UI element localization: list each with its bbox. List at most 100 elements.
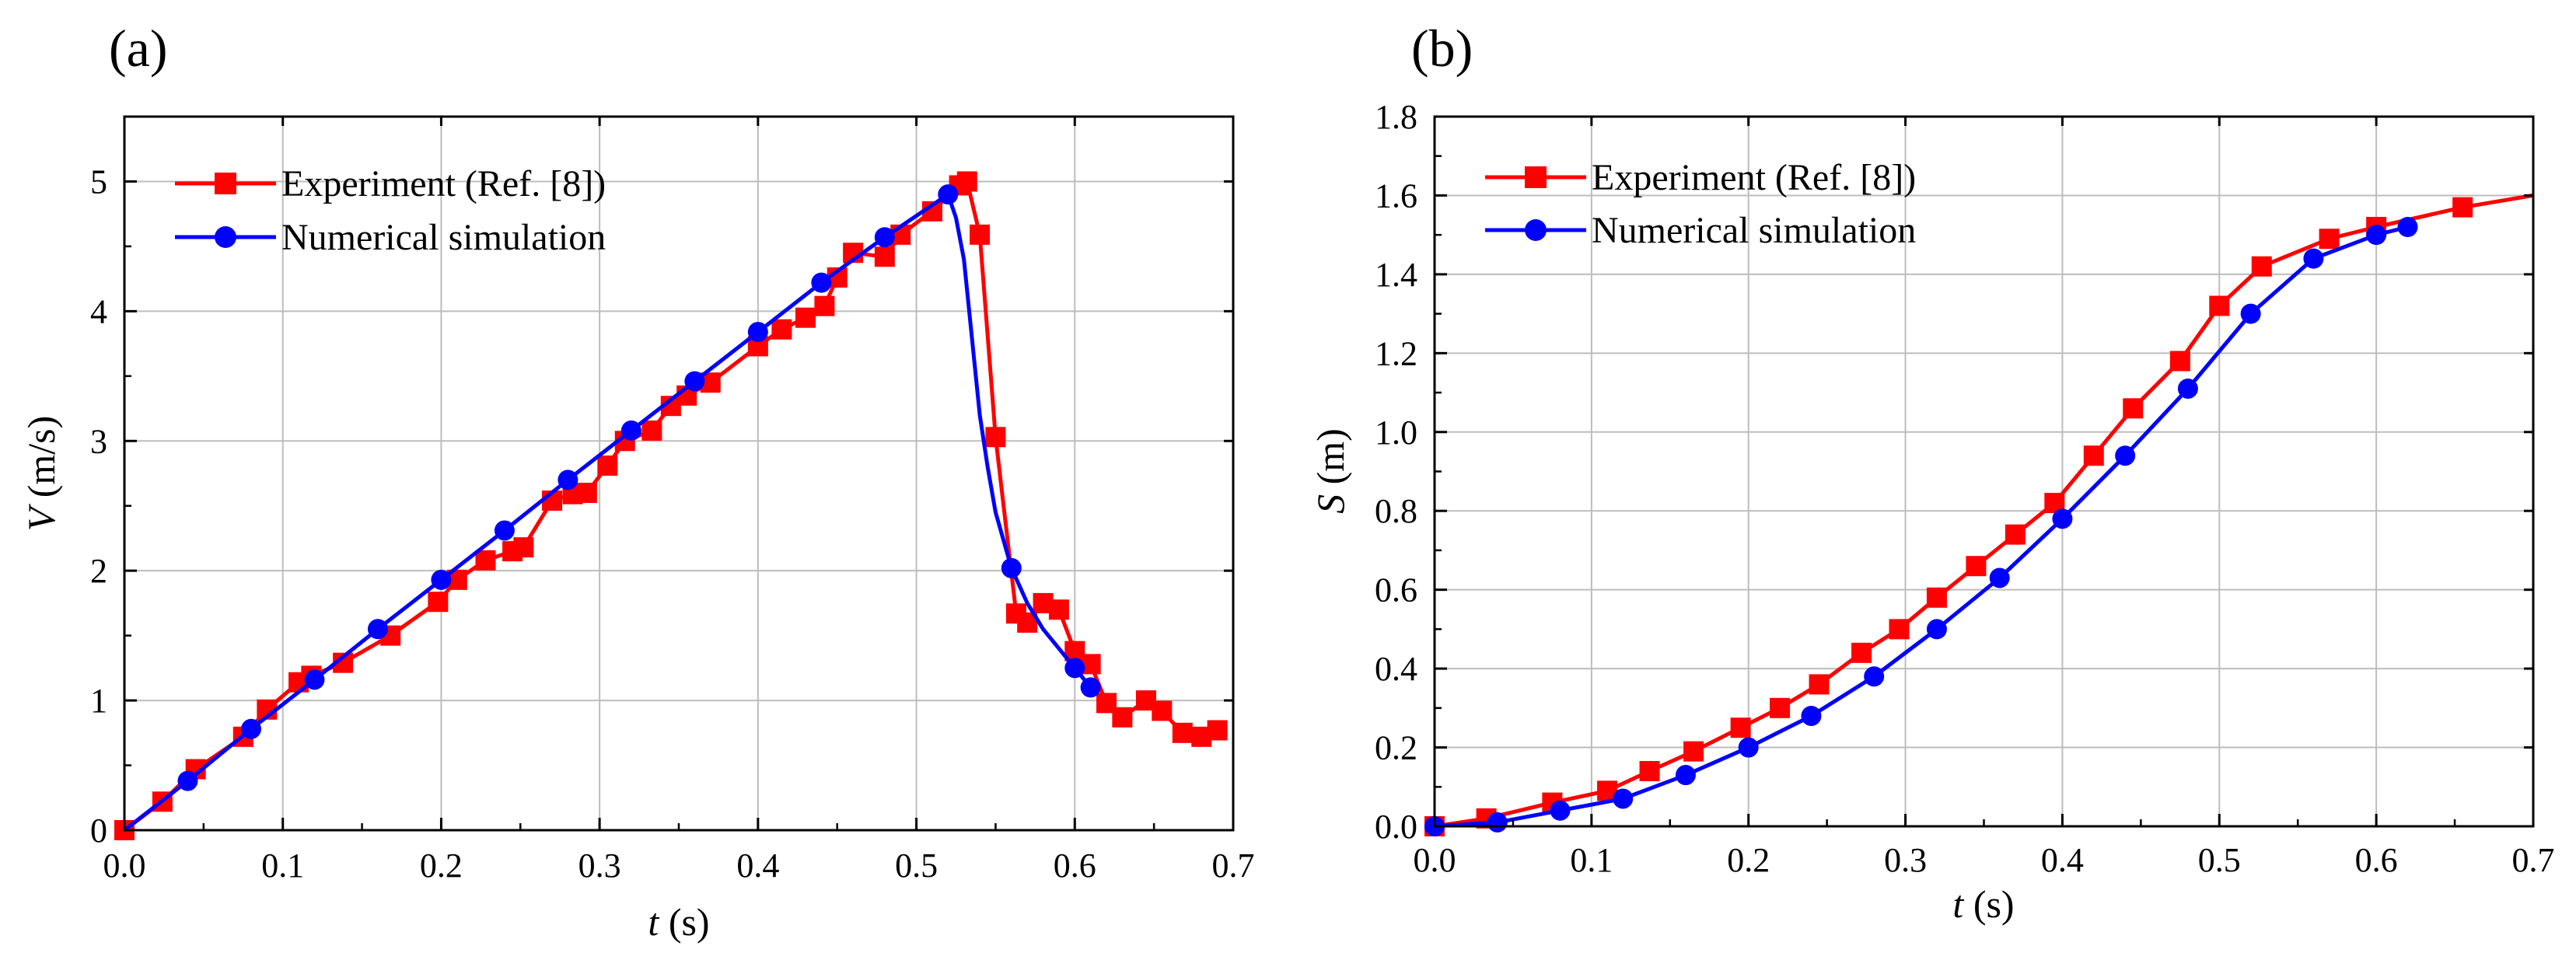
panel-a-experiment-marker [1112,707,1133,728]
panel-b-experiment-marker [2169,351,2190,372]
panel-b-experiment-marker [1770,697,1791,718]
panel-a-y-tick-label: 2 [90,552,107,590]
panel-b-simulation-marker [1738,737,1759,758]
panel-a-x-var: t [648,900,659,944]
panel-b-simulation-marker [2052,508,2073,529]
panel-a-simulation-marker [1001,557,1022,578]
panel-b-y-tick-label: 0.6 [1375,571,1417,609]
panel-a: (a) 0.0 0.1 0.2 0.3 0.4 0.5 0.6 0.7 0 1 2 3 4 5 V (m/… [19,19,1255,944]
panel-a-simulation-marker [684,371,705,392]
panel-a-experiment-marker [771,319,792,340]
panel-b-y-tick-label: 0.2 [1375,729,1417,767]
panel-a-legend-experiment-marker [215,173,236,194]
panel-a-experiment-marker [513,537,534,558]
panel-a-x-tick-label: 0.4 [736,847,779,885]
panel-b-legend-experiment-label: Experiment (Ref. [8]) [1592,157,1916,198]
panel-b-experiment-marker [2319,229,2340,250]
panel-a-x-tick-label: 0.2 [420,847,463,885]
panel-b-experiment-marker [1889,619,1910,640]
panel-a-experiment-line [123,180,1218,832]
panel-b-y-unit: (m) [1309,428,1352,494]
panel-a-y-tick-label: 5 [90,162,107,201]
panel-a-simulation-marker [240,718,261,739]
panel-b-simulation-marker [2177,378,2198,399]
panel-a-x-tick-label: 0.6 [1054,847,1096,885]
panel-a-x-tick-label: 0.5 [895,847,938,885]
panel-b-simulation-marker [2397,217,2418,238]
panel-b-x-tick-label: 0.0 [1414,841,1456,879]
panel-b-experiment-marker [1926,587,1947,608]
panel-b-y-tick-label: 0.8 [1375,492,1417,530]
panel-b-simulation-marker [2366,225,2387,246]
panel-b-experiment-marker [1730,717,1751,738]
panel-a-y-tick-label: 4 [90,292,107,330]
panel-b-experiment-marker [2251,256,2272,277]
panel-b-x-tick-label: 0.5 [2198,841,2241,879]
panel-a-legend-experiment-label: Experiment (Ref. [8]) [281,163,606,204]
panel-a-experiment-marker [970,224,991,245]
panel-a-experiment-marker [985,427,1006,448]
panel-a-simulation-marker [494,520,515,541]
panel-b-x-tick-label: 0.1 [1570,841,1613,879]
panel-b-x-unit: (s) [1963,882,2014,926]
panel-a-simulation-marker [1080,677,1101,698]
panel-a-simulation-marker [1064,658,1085,679]
panel-b-x-axis-label: t (s) [1952,882,2014,926]
panel-b-x-tick-label: 0.2 [1727,841,1770,879]
panel-a-y-tick-label: 3 [90,422,107,460]
panel-b-simulation-marker [1864,666,1885,687]
panel-a-x-unit: (s) [659,900,709,944]
panel-a-experiment-marker [597,455,618,476]
panel-b-experiment-marker [1809,674,1830,695]
panel-a-x-tick-label: 0.3 [578,847,621,885]
panel-b-y-tick-label: 0.0 [1375,808,1417,846]
panel-b-series [1424,193,2534,836]
panel-a-y-tick-label: 1 [90,682,107,720]
panel-b-simulation-marker [1613,788,1634,809]
panel-a-axes: 0.0 0.1 0.2 0.3 0.4 0.5 0.6 0.7 0 1 2 3 4 5 [90,117,1255,885]
panel-a-y-unit: (m/s) [19,416,63,508]
panel-b-legend-simulation-marker [1525,219,1547,241]
panel-b-y-var: S [1309,494,1352,514]
panel-a-experiment-marker [874,246,895,267]
panel-b-legend: Experiment (Ref. [8]) Numerical simulati… [1485,157,1916,251]
panel-b-experiment-marker [2005,524,2025,545]
panel-b-simulation-marker [1550,800,1571,821]
panel-b-y-tick-label: 1.8 [1375,98,1417,136]
panel-b-simulation-marker [1989,567,2010,588]
panel-a-experiment-marker [428,592,449,613]
panel-a-y-tick-label: 0 [90,812,107,850]
panel-b-experiment-marker [1683,741,1704,762]
panel-b-y-tick-label: 1.2 [1375,334,1417,372]
panel-b-y-axis-label: S (m) [1309,428,1352,514]
panel-a-experiment-marker [475,550,496,571]
panel-b-label: (b) [1411,19,1473,78]
panel-a-experiment-marker [576,483,597,504]
panel-a-y-axis-label: V (m/s) [19,416,63,532]
panel-b-simulation-marker [1926,619,1947,640]
panel-b-legend-experiment-marker [1525,166,1547,188]
panel-a-legend: Experiment (Ref. [8]) Numerical simulati… [175,163,606,258]
panel-a-simulation-marker [620,420,641,441]
panel-a-simulation-marker [431,569,452,590]
panel-b: (b) 0.0 0.1 0.2 0.3 0.4 0.5 0.6 0.7 0.0 0.2 0.4 0.6… [1309,19,2555,926]
panel-a-legend-simulation-marker [215,226,236,248]
panel-b-simulation-marker [1487,812,1508,833]
panel-b-experiment-marker [2123,398,2144,419]
panel-a-simulation-line [123,192,1092,832]
panel-a-series [114,171,1228,840]
panel-b-simulation-marker [2115,445,2136,466]
panel-a-simulation-marker [304,669,325,690]
panel-a-simulation-marker [747,322,768,343]
panel-a-simulation-marker [177,770,198,791]
panel-b-y-tick-label: 1.0 [1375,414,1417,452]
panel-b-experiment-marker [2452,197,2473,218]
panel-b-y-tick-label: 0.4 [1375,650,1417,688]
panel-a-x-axis-label: t (s) [648,900,709,944]
panel-b-experiment-marker [1639,760,1660,781]
panel-a-simulation-marker [367,619,388,640]
panel-a-experiment-marker [795,307,816,328]
panel-b-axes: 0.0 0.1 0.2 0.3 0.4 0.5 0.6 0.7 0.0 0.2 0.4 0.6 0.8 1… [1375,98,2555,879]
panel-b-y-tick-label: 1.4 [1375,256,1417,294]
